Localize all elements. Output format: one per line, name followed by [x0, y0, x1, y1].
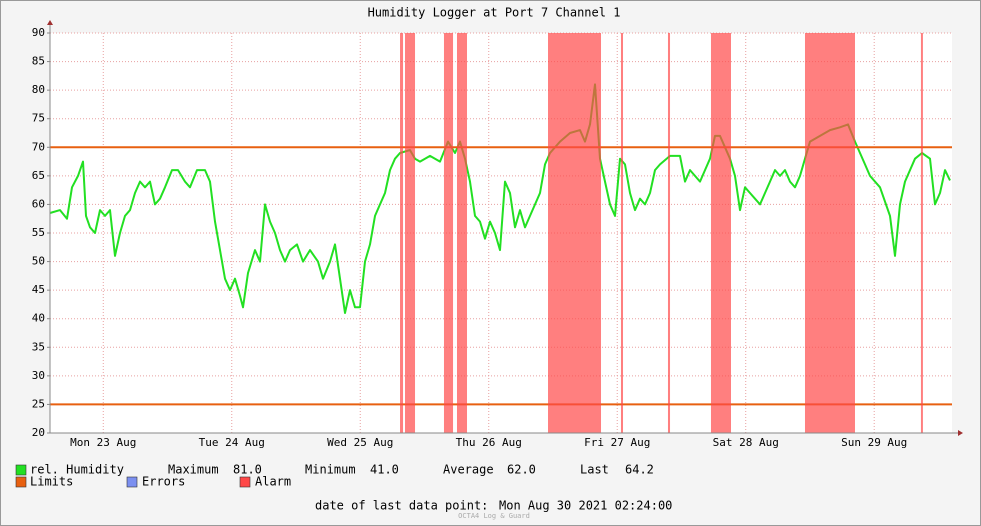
alarm-band: [548, 33, 602, 433]
credit: OCTA4 Log & Guard: [458, 512, 530, 520]
x-tick-label: Tue 24 Aug: [199, 436, 265, 449]
alarm-band: [804, 33, 855, 433]
x-tick-label: Mon 23 Aug: [70, 436, 136, 449]
alarm-band: [443, 33, 454, 433]
y-tick-label: 75: [32, 112, 45, 125]
legend-label: rel. Humidity: [30, 463, 124, 477]
y-tick-label: 40: [32, 312, 45, 325]
x-tick-label: Thu 26 Aug: [456, 436, 522, 449]
y-tick-label: 50: [32, 255, 45, 268]
x-tick-label: Sun 29 Aug: [841, 436, 907, 449]
y-tick-label: 70: [32, 140, 45, 153]
stat-label: Minimum: [305, 463, 356, 477]
y-tick-label: 65: [32, 169, 45, 182]
y-tick-label: 35: [32, 340, 45, 353]
alarm-band: [620, 33, 624, 433]
alarm-band: [405, 33, 416, 433]
x-tick-label: Fri 27 Aug: [584, 436, 650, 449]
axis: [49, 25, 958, 434]
alarm-band: [920, 33, 923, 433]
x-tick-label: Wed 25 Aug: [327, 436, 393, 449]
y-tick-label: 60: [32, 197, 45, 210]
footer-date: Mon Aug 30 2021 02:24:00: [499, 499, 672, 513]
stat-value: 41.0: [370, 463, 399, 477]
y-tick-label: 30: [32, 369, 45, 382]
stat-label: Average: [443, 463, 494, 477]
alarm-band: [710, 33, 731, 433]
legend-swatch: [239, 476, 251, 488]
legend-swatch: [126, 476, 138, 488]
y-tick-label: 80: [32, 83, 45, 96]
legend-label: Errors: [142, 475, 185, 489]
y-tick-label: 90: [32, 26, 45, 39]
legend-swatch: [15, 464, 27, 476]
footer-label: date of last data point:: [315, 499, 488, 513]
alarm-band: [456, 33, 468, 433]
y-tick-label: 45: [32, 283, 45, 296]
chart-title: Humidity Logger at Port 7 Channel 1: [368, 6, 621, 20]
y-tick-label: 25: [32, 397, 45, 410]
alarm-band: [400, 33, 404, 433]
stat-label: Last: [580, 463, 609, 477]
x-tick-label: Sat 28 Aug: [713, 436, 779, 449]
y-tick-label: 55: [32, 226, 45, 239]
stat-value: 64.2: [625, 463, 654, 477]
humidity-line: [49, 83, 951, 314]
alarm-band: [667, 33, 671, 433]
legend-label: Alarm: [255, 475, 291, 489]
legend-label: Limits: [30, 475, 73, 489]
y-tick-label: 20: [32, 426, 45, 439]
stat-label: Maximum: [168, 463, 219, 477]
stat-value: 81.0: [233, 463, 262, 477]
stat-value: 62.0: [507, 463, 536, 477]
legend-swatch: [15, 476, 27, 488]
y-tick-label: 85: [32, 55, 45, 68]
